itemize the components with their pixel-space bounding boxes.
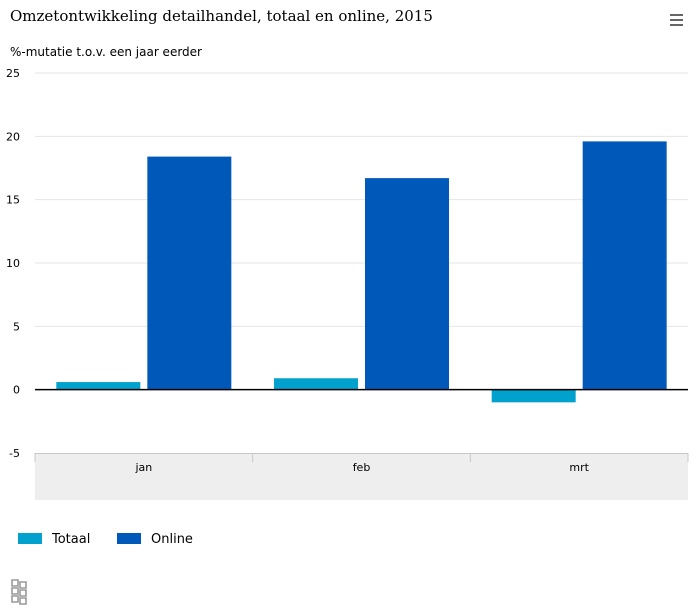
bar-chart: -5 0 5 10 15 20 25 jan feb mrt [6, 67, 689, 500]
bar-online-feb [365, 178, 449, 390]
x-tick-label: mrt [569, 461, 589, 474]
bar-totaal-feb [274, 378, 358, 390]
legend-item-online[interactable]: Online [117, 532, 193, 547]
legend-label-online: Online [151, 532, 193, 547]
y-tick-label: 10 [6, 257, 20, 270]
cbs-logo-icon [11, 579, 27, 605]
legend-swatch-totaal [18, 533, 42, 544]
y-axis-label: %-mutatie t.o.v. een jaar eerder [10, 45, 202, 59]
y-tick-label: 0 [13, 384, 20, 397]
bar-totaal-mrt [491, 389, 576, 403]
y-tick-label: 25 [6, 67, 20, 80]
bar-totaal-jan [56, 382, 141, 390]
x-axis-band [35, 453, 688, 500]
y-tick-label: 5 [13, 320, 20, 333]
legend-item-totaal[interactable]: Totaal [18, 532, 90, 547]
bar-online-jan [147, 156, 232, 390]
legend-swatch-online [117, 533, 141, 544]
bar-online-mrt [582, 141, 667, 390]
legend-label-totaal: Totaal [52, 532, 91, 547]
x-tick-label: feb [353, 461, 371, 474]
x-tick-label: jan [134, 461, 152, 474]
y-tick-label: 15 [6, 194, 20, 207]
chart-title: Omzetontwikkeling detailhandel, totaal e… [10, 7, 433, 25]
y-tick-label: -5 [9, 447, 20, 460]
hamburger-menu-icon[interactable] [670, 14, 683, 28]
y-tick-label: 20 [6, 130, 20, 143]
